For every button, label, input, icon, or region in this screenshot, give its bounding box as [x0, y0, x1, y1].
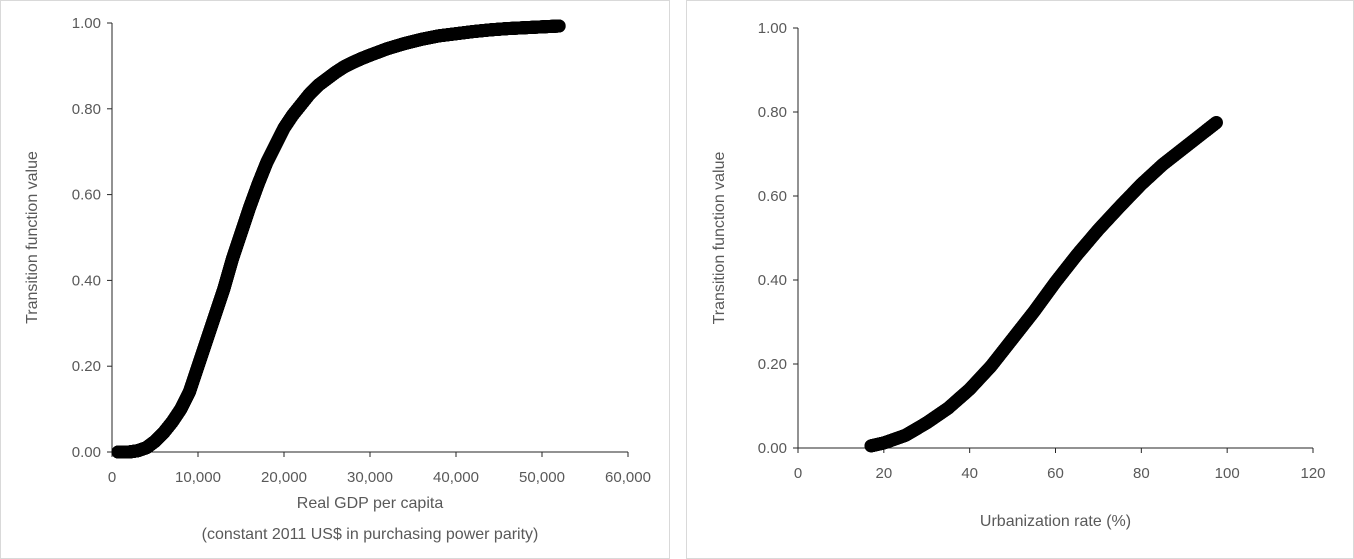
x-tick-label: 40 [961, 465, 978, 482]
x-tick-label: 60 [1047, 465, 1064, 482]
y-tick-label: 1.00 [72, 15, 101, 32]
y-tick-label: 0.00 [758, 440, 787, 457]
x-tick-label: 60,000 [605, 469, 651, 486]
y-tick-label: 0.80 [72, 101, 101, 118]
x-tick-label: 30,000 [347, 469, 393, 486]
y-tick-label: 0.60 [758, 188, 787, 205]
y-axis-title: Transition function value [24, 151, 41, 324]
x-tick-label: 40,000 [433, 469, 479, 486]
chart-panel-urbanization: 0.00 0.20 0.40 0.60 0.80 1.00 0 20 40 60 80 100 120 T… [686, 0, 1354, 559]
y-tick-label: 0.80 [758, 104, 787, 121]
x-tick-label: 80 [1133, 465, 1150, 482]
x-tick-label: 20,000 [261, 469, 307, 486]
x-axis-title: Urbanization rate (%) [980, 513, 1131, 530]
gdp-transition-chart: 0.00 0.20 0.40 0.60 0.80 1.00 0 10,000 20,000 30,… [24, 15, 651, 543]
chart-panel-gdp: 0.00 0.20 0.40 0.60 0.80 1.00 0 10,000 20,000 30,… [0, 0, 670, 559]
y-tick-label: 1.00 [758, 20, 787, 37]
y-axis-title: Transition function value [711, 151, 728, 324]
y-tick-label: 0.40 [72, 272, 101, 289]
x-axis-title: Real GDP per capita [297, 495, 444, 512]
urbanization-transition-chart: 0.00 0.20 0.40 0.60 0.80 1.00 0 20 40 60 80 100 120 T… [711, 20, 1326, 530]
y-tick-label: 0.20 [72, 358, 101, 375]
data-point [552, 19, 566, 33]
data-point [1209, 116, 1223, 129]
x-tick-label: 0 [794, 465, 802, 482]
x-tick-label: 10,000 [175, 469, 221, 486]
x-tick-label: 0 [108, 469, 116, 486]
y-tick-label: 0.20 [758, 356, 787, 373]
x-tick-label: 120 [1300, 465, 1325, 482]
x-tick-label: 100 [1215, 465, 1240, 482]
x-tick-label: 20 [875, 465, 892, 482]
y-tick-label: 0.60 [72, 187, 101, 204]
x-axis-title: (constant 2011 US$ in purchasing power p… [202, 526, 539, 543]
y-tick-label: 0.40 [758, 272, 787, 289]
y-tick-label: 0.00 [72, 444, 101, 461]
x-tick-label: 50,000 [519, 469, 565, 486]
